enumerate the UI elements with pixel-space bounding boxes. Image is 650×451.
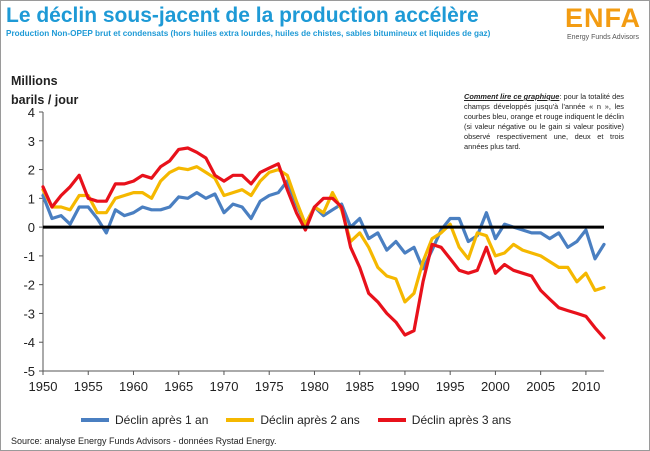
enfa-logo: ENFA Energy Funds Advisors	[559, 4, 647, 48]
legend-item-3ans: Déclin après 3 ans	[377, 413, 512, 427]
x-tick-label: 1985	[345, 379, 374, 394]
y-tick-label: 4	[28, 105, 35, 120]
legend-swatch-1an	[81, 418, 109, 422]
x-tick-label: 1965	[164, 379, 193, 394]
legend-label-1an: Déclin après 1 an	[115, 413, 209, 427]
x-tick-label: 1950	[29, 379, 58, 394]
x-tick-label: 2005	[526, 379, 555, 394]
y-tick-label: -5	[23, 364, 35, 379]
x-tick-label: 1995	[436, 379, 465, 394]
reading-note-lead: Comment lire ce graphique	[464, 92, 560, 101]
y-tick-label: 0	[28, 220, 35, 235]
x-tick-label: 1970	[210, 379, 239, 394]
legend: Déclin après 1 an Déclin après 2 ans Déc…	[81, 413, 529, 427]
y-tick-label: 3	[28, 134, 35, 149]
x-tick-label: 1960	[119, 379, 148, 394]
x-tick-label: 1980	[300, 379, 329, 394]
legend-item-2ans: Déclin après 2 ans	[226, 413, 360, 427]
y-axis-label: Millions barils / jour	[11, 72, 78, 110]
x-tick-label: 1955	[74, 379, 103, 394]
y-tick-label: -3	[23, 306, 35, 321]
legend-label-3ans: Déclin après 3 ans	[411, 413, 512, 427]
chart-subtitle: Production Non-OPEP brut et condensats (…	[6, 29, 491, 38]
legend-label-2ans: Déclin après 2 ans	[260, 413, 360, 427]
x-tick-label: 2010	[571, 379, 600, 394]
legend-swatch-2ans	[226, 418, 255, 422]
x-tick-label: 1990	[390, 379, 419, 394]
y-axis-label-line1: Millions	[11, 74, 58, 88]
y-axis-label-line2: barils / jour	[11, 93, 79, 107]
logo-wordmark: ENFA	[564, 3, 641, 33]
series-line-2	[41, 165, 606, 304]
series-line-3	[41, 146, 606, 340]
x-tick-label: 2000	[481, 379, 510, 394]
legend-swatch-3ans	[377, 418, 406, 422]
chart-title: Le déclin sous-jacent de la production a…	[6, 4, 479, 27]
reading-note: Comment lire ce graphique: pour la total…	[464, 92, 624, 152]
y-tick-label: 2	[28, 163, 35, 178]
y-tick-label: -1	[23, 249, 35, 264]
x-tick-label: 1975	[255, 379, 284, 394]
source-note: Source: analyse Energy Funds Advisors - …	[11, 436, 277, 446]
y-tick-label: -4	[23, 335, 35, 350]
y-tick-label: -2	[23, 278, 35, 293]
y-tick-label: 1	[28, 191, 35, 206]
logo-tagline: Energy Funds Advisors	[567, 34, 639, 41]
reading-note-text: : pour la totalité des champs développés…	[464, 92, 624, 151]
legend-item-1an: Déclin après 1 an	[81, 413, 208, 427]
